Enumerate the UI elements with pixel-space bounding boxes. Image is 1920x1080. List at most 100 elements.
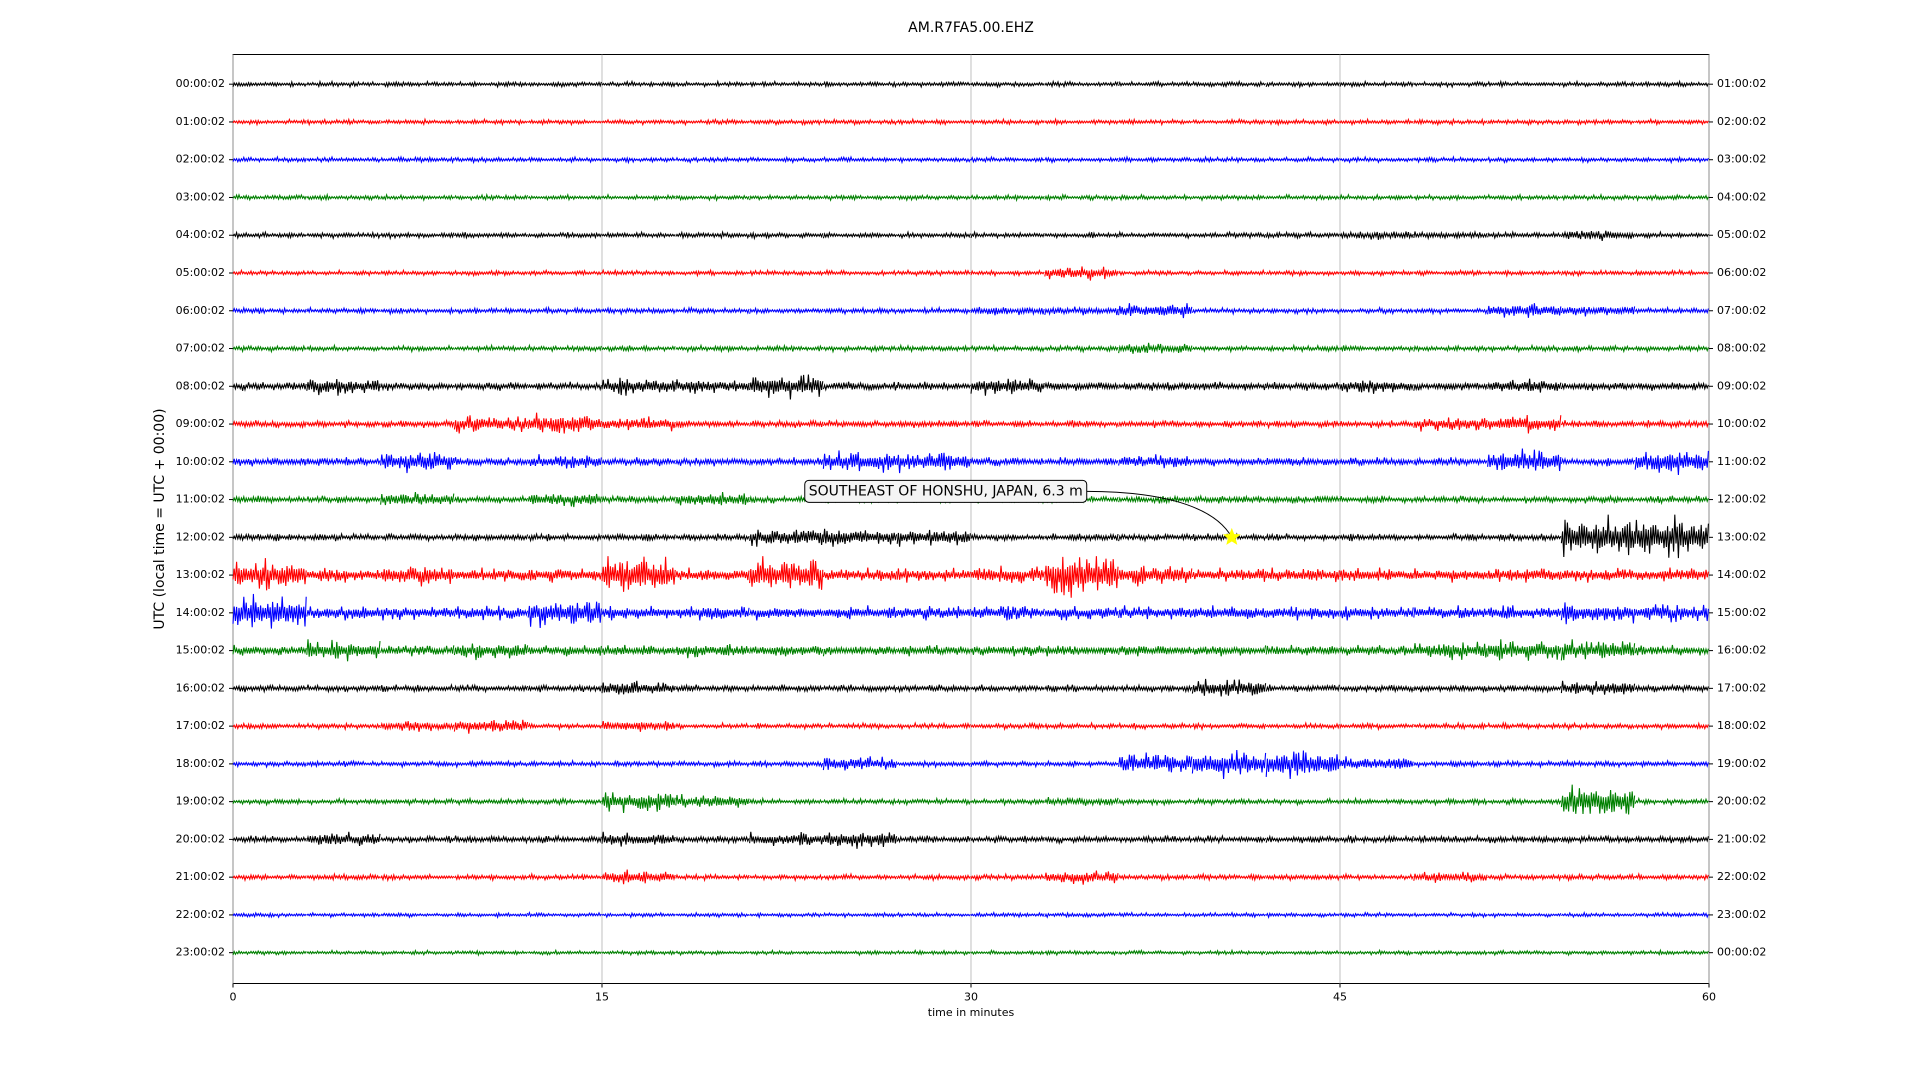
- y-tick-label-right: 11:00:02: [1717, 455, 1766, 468]
- waveform-segment: [749, 948, 824, 956]
- waveform-segment: [675, 305, 750, 315]
- waveform-segment: [749, 268, 824, 278]
- waveform-segment: [822, 117, 898, 127]
- waveform-segment: [970, 306, 1045, 316]
- waveform-segment: [1265, 306, 1340, 316]
- waveform-segment: [970, 911, 1045, 919]
- waveform-segment: [822, 344, 898, 354]
- waveform-segment: [896, 381, 971, 392]
- waveform-segment: [1413, 381, 1488, 392]
- y-tick-label-left: 20:00:02: [176, 832, 225, 845]
- waveform-segment: [232, 268, 307, 277]
- waveform-segment: [675, 606, 750, 621]
- waveform-segment: [601, 193, 676, 202]
- waveform-segment: [1560, 118, 1636, 127]
- event-marker: [1222, 527, 1241, 545]
- waveform-segment: [601, 456, 676, 467]
- waveform-segment: [1044, 381, 1119, 392]
- waveform-segment: [896, 80, 971, 89]
- y-tick-label-right: 21:00:02: [1717, 832, 1766, 845]
- waveform-segment: [1413, 193, 1488, 202]
- waveform-segment: [232, 911, 307, 919]
- waveform-segment: [1634, 683, 1709, 694]
- waveform-segment: [675, 759, 750, 769]
- waveform-segment: [453, 456, 529, 468]
- waveform-segment: [1044, 870, 1119, 885]
- y-tick-label-right: 18:00:02: [1717, 719, 1766, 732]
- waveform-segment: [1044, 834, 1119, 846]
- y-tick-label-left: 14:00:02: [176, 606, 225, 619]
- waveform-segment: [527, 722, 602, 732]
- waveform-segment: [1487, 911, 1562, 919]
- waveform-segment: [1413, 871, 1488, 883]
- waveform-segment: [453, 567, 529, 582]
- waveform-segment: [1044, 305, 1119, 317]
- waveform-segment: [380, 306, 455, 316]
- waveform-segment: [601, 680, 676, 695]
- waveform-segment: [896, 835, 971, 844]
- waveform-segment: [675, 949, 750, 957]
- waveform-segment: [1487, 448, 1562, 472]
- waveform-segment: [675, 456, 750, 468]
- waveform-segment: [601, 911, 676, 919]
- waveform-segment: [306, 230, 381, 241]
- waveform-segment: [1560, 758, 1636, 769]
- waveform-segment: [527, 231, 602, 240]
- waveform-segment: [527, 601, 602, 628]
- waveform-segment: [453, 911, 529, 919]
- waveform-segment: [601, 118, 676, 127]
- waveform-segment: [306, 606, 381, 621]
- waveform-segment: [527, 531, 602, 543]
- waveform-segment: [232, 532, 307, 543]
- waveform-segment: [1487, 758, 1562, 769]
- waveform-segment: [306, 457, 381, 467]
- waveform-segment: [1191, 344, 1267, 354]
- waveform-segment: [601, 306, 676, 316]
- waveform-segment: [232, 193, 307, 202]
- waveform-segment: [1487, 303, 1562, 318]
- waveform-segment: [1191, 797, 1267, 807]
- waveform-segment: [822, 683, 898, 694]
- waveform-segment: [453, 949, 529, 957]
- waveform-segment: [1118, 565, 1193, 587]
- waveform-segment: [232, 456, 307, 467]
- waveform-segment: [896, 911, 971, 918]
- waveform-segment: [1487, 568, 1562, 583]
- waveform-segment: [306, 418, 381, 430]
- waveform-segment: [1044, 419, 1119, 429]
- waveform-segment: [896, 529, 971, 547]
- waveform-segment: [1339, 344, 1414, 353]
- waveform-segment: [822, 231, 898, 239]
- waveform-segment: [1634, 834, 1709, 845]
- waveform-segment: [527, 454, 602, 469]
- waveform-segment: [601, 344, 676, 353]
- waveform-segment: [1487, 533, 1562, 543]
- waveform-segment: [306, 872, 381, 882]
- waveform-segment: [1265, 834, 1340, 844]
- waveform-segment: [1634, 644, 1709, 656]
- waveform-segment: [1191, 911, 1267, 919]
- waveform-segment: [1191, 872, 1267, 883]
- waveform-segment: [1560, 833, 1636, 845]
- waveform-segment: [1191, 268, 1267, 277]
- waveform-segment: [306, 796, 381, 806]
- waveform-segment: [1044, 117, 1119, 127]
- waveform-segment: [380, 491, 455, 506]
- waveform-segment: [306, 721, 381, 732]
- waveform-segment: [306, 117, 381, 127]
- waveform-segment: [822, 193, 898, 202]
- waveform-segment: [1044, 796, 1119, 807]
- waveform-segment: [380, 566, 455, 587]
- y-tick-label-left: 05:00:02: [176, 266, 225, 279]
- y-tick-label-left: 17:00:02: [176, 719, 225, 732]
- waveform-segment: [1044, 556, 1119, 598]
- waveform-segment: [380, 948, 455, 957]
- waveform-segment: [1191, 193, 1267, 202]
- waveform-segment: [527, 268, 602, 277]
- waveform-segment: [822, 911, 898, 919]
- waveform-segment: [1265, 873, 1340, 883]
- waveform-segment: [675, 567, 750, 581]
- waveform-segment: [1487, 79, 1562, 89]
- y-tick-label-left: 15:00:02: [176, 644, 225, 657]
